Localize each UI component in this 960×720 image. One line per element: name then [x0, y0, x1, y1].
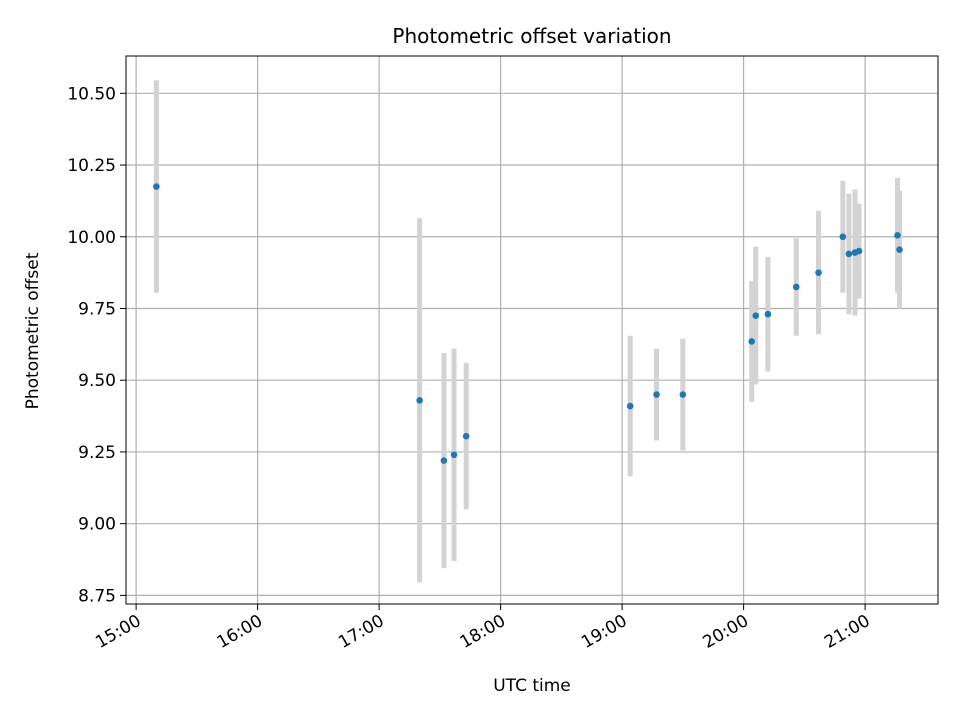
- y-tick-label: 10.00: [67, 228, 116, 248]
- y-tick-label: 10.25: [67, 156, 116, 176]
- data-point: [748, 338, 756, 345]
- data-point: [764, 310, 772, 318]
- data-point: [679, 391, 687, 398]
- y-tick-label: 9.00: [78, 515, 116, 535]
- y-tick-label: 10.50: [67, 84, 116, 104]
- y-tick-label: 9.75: [78, 299, 116, 319]
- data-point: [416, 396, 423, 404]
- data-point: [855, 247, 863, 255]
- data-point: [653, 391, 660, 398]
- data-point: [839, 233, 847, 241]
- y-tick-label: 9.25: [78, 443, 116, 463]
- plot-frame: [125, 55, 939, 605]
- x-axis-label: UTC time: [493, 676, 571, 696]
- data-point: [815, 269, 822, 276]
- data-point: [845, 250, 853, 258]
- data-point: [153, 183, 160, 190]
- y-tick-label: 8.75: [78, 586, 116, 606]
- data-point: [792, 283, 800, 291]
- data-point: [450, 451, 458, 459]
- y-tick-label: 9.50: [78, 371, 116, 391]
- chart-title: Photometric offset variation: [392, 24, 671, 48]
- data-point: [896, 246, 903, 253]
- grid: [126, 56, 938, 604]
- y-axis-ticks: 8.75 9.00 9.25 9.50 9.75 10.00 10.25 10.50: [67, 84, 126, 606]
- data-point: [440, 457, 448, 464]
- data-point: [752, 312, 760, 319]
- data-point: [894, 232, 901, 239]
- y-axis-label: Photometric offset: [23, 252, 43, 409]
- data-point: [462, 432, 470, 440]
- data-points: [153, 183, 903, 464]
- data-point: [626, 402, 634, 410]
